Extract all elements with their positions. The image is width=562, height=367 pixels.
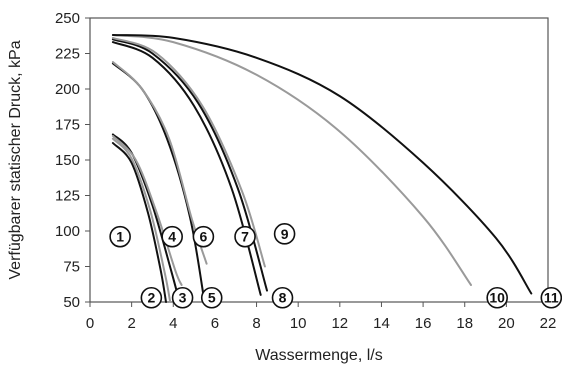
curve-label-number: 9 bbox=[281, 226, 289, 242]
curve-9 bbox=[111, 36, 266, 268]
curve-labels-layer: 1 2 3 4 5 6 7 8 9 10 11 bbox=[109, 223, 562, 309]
curve-label-circle bbox=[273, 223, 296, 245]
x-tick-label: 6 bbox=[211, 315, 219, 332]
x-tick-label: 10 bbox=[290, 315, 307, 332]
x-tick-label: 12 bbox=[331, 315, 348, 332]
curve-label-3: 3 bbox=[171, 286, 194, 309]
y-tick-label: 75 bbox=[63, 259, 80, 276]
x-tick-label: 18 bbox=[456, 315, 473, 332]
curve-label-circle bbox=[540, 286, 562, 309]
y-tick-label: 200 bbox=[55, 81, 80, 98]
curve-label-circle bbox=[234, 225, 256, 248]
curve-label-4: 4 bbox=[161, 225, 183, 248]
curve-10 bbox=[111, 34, 472, 286]
curve-label-number: 1 bbox=[116, 229, 124, 245]
x-tick-label: 16 bbox=[415, 315, 432, 332]
y-tick-label: 150 bbox=[55, 152, 80, 169]
curve-label-circle bbox=[486, 286, 508, 309]
x-tick-label: 20 bbox=[498, 315, 515, 332]
x-tick-label: 22 bbox=[540, 315, 557, 332]
curve-label-number: 10 bbox=[489, 290, 505, 306]
curve-label-number: 7 bbox=[241, 229, 249, 245]
curve-label-number: 5 bbox=[208, 290, 216, 306]
curve-label-circle bbox=[171, 286, 194, 309]
x-tick-label: 14 bbox=[373, 315, 390, 332]
y-tick-label: 50 bbox=[63, 294, 80, 311]
curve-label-circle bbox=[200, 286, 223, 309]
curve-label-circle bbox=[271, 286, 294, 309]
axis-ticks: 0 2 4 6 8 10 12 14 16 18 20 22507510012515017520022… bbox=[55, 10, 556, 332]
curve-label-number: 2 bbox=[147, 290, 155, 306]
curve-2 bbox=[111, 137, 172, 303]
curve-8 bbox=[111, 38, 268, 292]
y-tick-label: 175 bbox=[55, 117, 80, 134]
curve-label-circle bbox=[140, 286, 163, 309]
curve-label-circle bbox=[109, 225, 131, 248]
curve-3 bbox=[111, 133, 181, 303]
curve-label-9: 9 bbox=[273, 223, 296, 245]
y-tick-label: 125 bbox=[55, 188, 80, 205]
curves-layer bbox=[111, 34, 533, 303]
y-axis-title: Verfügbarer statischer Druck, kPa bbox=[7, 40, 24, 279]
y-tick-label: 225 bbox=[55, 46, 80, 63]
y-tick-label: 100 bbox=[55, 223, 80, 240]
curve-label-7: 7 bbox=[234, 225, 256, 248]
curve-11 bbox=[111, 34, 533, 295]
curve-label-1: 1 bbox=[109, 225, 131, 248]
x-axis-title: Wassermenge, l/s bbox=[255, 347, 382, 364]
curve-label-2: 2 bbox=[140, 286, 163, 309]
curve-label-circle bbox=[192, 225, 215, 248]
curve-label-11: 11 bbox=[540, 286, 562, 309]
curve-label-circle bbox=[161, 225, 183, 248]
curve-label-10: 10 bbox=[486, 286, 508, 309]
x-tick-label: 4 bbox=[169, 315, 177, 332]
y-tick-label: 250 bbox=[55, 10, 80, 27]
curve-label-5: 5 bbox=[200, 286, 223, 309]
curve-label-number: 3 bbox=[179, 290, 187, 306]
y-axis-title-group: Verfügbarer statischer Druck, kPa bbox=[7, 40, 24, 279]
curve-label-number: 4 bbox=[168, 229, 176, 245]
x-tick-label: 2 bbox=[127, 315, 135, 332]
x-tick-label: 0 bbox=[86, 315, 94, 332]
curve-label-number: 6 bbox=[200, 229, 208, 245]
curve-label-6: 6 bbox=[192, 225, 215, 248]
curve-label-8: 8 bbox=[271, 286, 294, 309]
curve-4 bbox=[111, 134, 183, 286]
curve-label-number: 8 bbox=[279, 290, 287, 306]
curve-label-number: 11 bbox=[544, 290, 559, 306]
x-tick-label: 8 bbox=[252, 315, 260, 332]
curve-1 bbox=[111, 142, 167, 303]
